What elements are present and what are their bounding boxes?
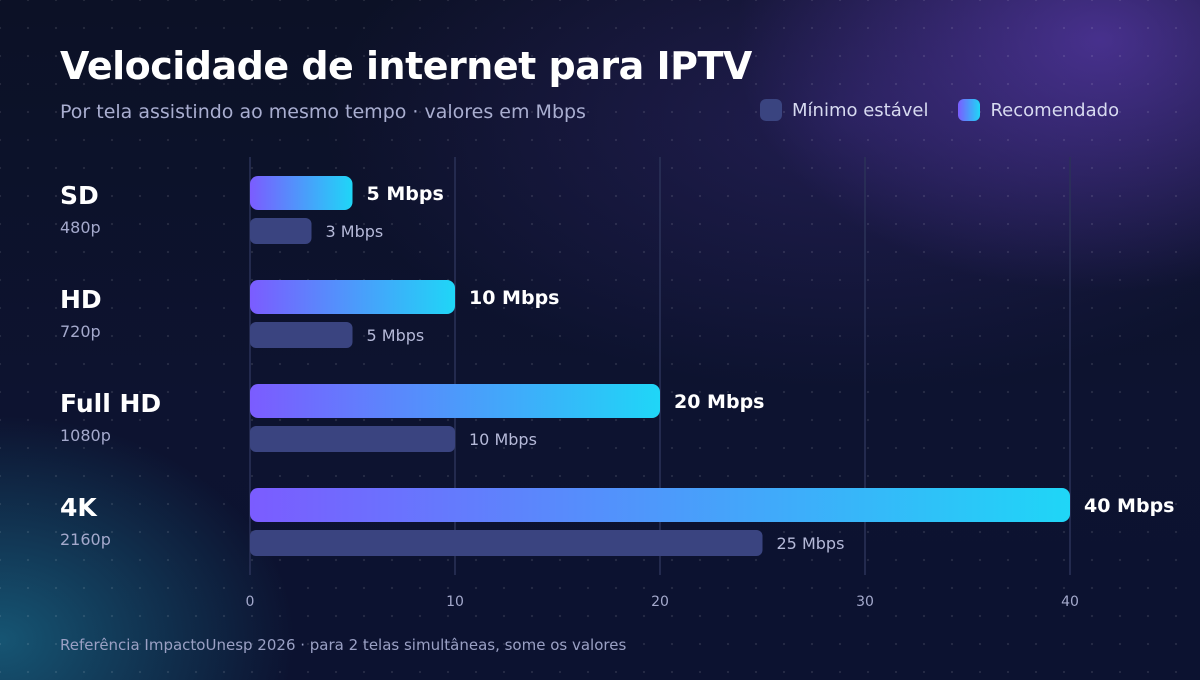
category-label: SD	[60, 181, 99, 210]
category-resolution: 720p	[60, 322, 101, 341]
x-tick-label: 10	[446, 594, 464, 610]
footer-note: Referência ImpactoUnesp 2026 · para 2 te…	[60, 636, 627, 654]
chart-subtitle: Por tela assistindo ao mesmo tempo · val…	[60, 101, 586, 123]
data-label-recommended: 10 Mbps	[469, 287, 559, 309]
data-label-minimum: 3 Mbps	[326, 222, 384, 241]
bar-recommended	[250, 176, 353, 210]
chart-title: Velocidade de internet para IPTV	[60, 44, 752, 88]
data-label-recommended: 40 Mbps	[1084, 495, 1174, 517]
legend-swatch-recommended	[958, 99, 981, 121]
category-resolution: 1080p	[60, 426, 111, 445]
bar-minimum	[250, 218, 312, 244]
x-tick-label: 30	[856, 594, 874, 610]
data-label-minimum: 10 Mbps	[469, 430, 537, 449]
legend-swatch-minimum	[760, 99, 782, 121]
x-tick-label: 20	[651, 594, 669, 610]
legend-item-recommended: Recomendado	[958, 99, 1119, 121]
bar-minimum	[250, 322, 353, 348]
bar-minimum	[250, 530, 763, 556]
x-tick-label: 0	[246, 594, 255, 610]
legend-item-minimum: Mínimo estável	[760, 99, 928, 121]
bar-recommended	[250, 280, 455, 314]
category-label: Full HD	[60, 389, 161, 418]
x-tick-label: 40	[1061, 594, 1079, 610]
bar-recommended	[250, 488, 1070, 522]
data-label-minimum: 5 Mbps	[367, 326, 425, 345]
category-label: HD	[60, 285, 102, 314]
category-label: 4K	[60, 493, 98, 522]
bar-minimum	[250, 426, 455, 452]
category-resolution: 2160p	[60, 530, 111, 549]
legend-label-minimum: Mínimo estável	[792, 99, 929, 121]
legend: Mínimo estável Recomendado	[760, 99, 1119, 121]
data-label-recommended: 5 Mbps	[367, 183, 444, 205]
data-label-recommended: 20 Mbps	[674, 391, 764, 413]
data-label-minimum: 25 Mbps	[777, 534, 845, 553]
legend-label-recommended: Recomendado	[990, 99, 1120, 121]
bar-recommended	[250, 384, 660, 418]
category-resolution: 480p	[60, 218, 101, 237]
